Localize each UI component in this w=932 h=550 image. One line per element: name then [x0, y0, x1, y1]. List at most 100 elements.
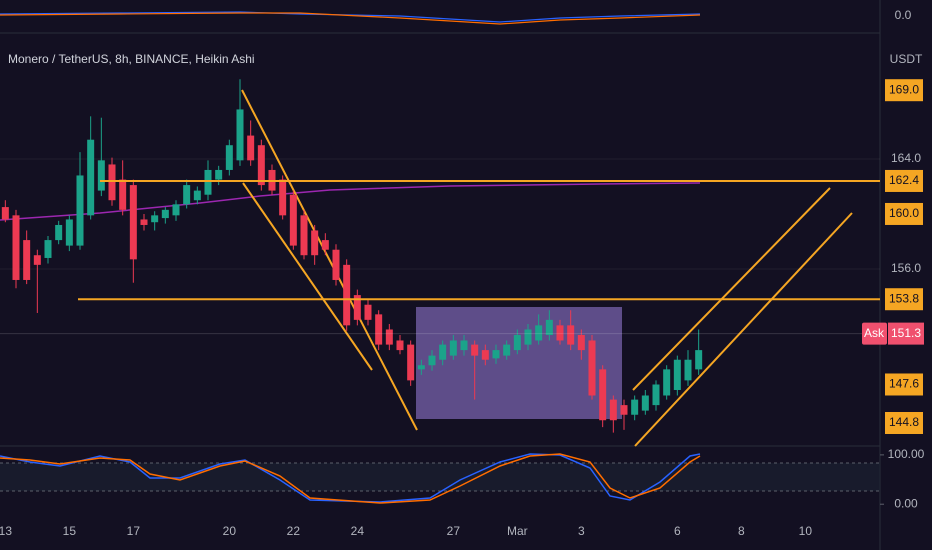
trend-line	[632, 187, 831, 391]
candle-body	[140, 219, 148, 225]
candle-body	[620, 405, 628, 415]
candle-body	[23, 240, 31, 280]
candle-body	[353, 295, 361, 320]
candle-body	[641, 395, 649, 411]
candle-body	[247, 135, 255, 161]
candle-body	[183, 185, 191, 205]
x-tick-label: 22	[287, 524, 301, 538]
candle-body	[535, 325, 543, 341]
price-label: 169.0	[889, 82, 919, 96]
x-tick-label: Mar	[507, 524, 528, 538]
x-tick-label: 27	[447, 524, 461, 538]
top-indicator-line	[0, 11, 701, 23]
range-box	[416, 307, 622, 419]
candle-body	[65, 219, 73, 246]
candle-body	[428, 355, 436, 366]
candle-body	[12, 215, 20, 280]
candle-body	[631, 399, 639, 415]
trend-line	[242, 182, 373, 371]
candle-body	[33, 255, 41, 265]
trend-line	[241, 89, 418, 431]
currency-label: USDT	[890, 52, 923, 66]
x-tick-label: 24	[351, 524, 365, 538]
candle-body	[76, 175, 84, 246]
ask-name: Ask	[864, 326, 885, 340]
oscillator-tick-label: 0.00	[894, 496, 918, 510]
oscillator-band	[0, 463, 880, 491]
candle-body	[524, 329, 532, 345]
candle-body	[460, 340, 468, 351]
candle-body	[172, 204, 180, 216]
candle-body	[588, 340, 596, 396]
candle-body	[684, 359, 692, 381]
candle-body	[161, 209, 169, 219]
x-tick-label: 20	[223, 524, 237, 538]
candle-body	[193, 190, 201, 201]
trend-line	[634, 212, 853, 447]
candle-body	[289, 194, 297, 246]
price-label: 147.6	[889, 377, 919, 391]
oscillator-tick-label: 100.00	[888, 447, 925, 461]
price-label: 153.8	[889, 291, 919, 305]
candle-body	[364, 304, 372, 320]
candle-body	[439, 344, 447, 360]
trend-lines	[241, 89, 853, 447]
candle-body	[55, 224, 63, 241]
candle-body	[417, 365, 425, 370]
price-label-box	[885, 202, 923, 225]
top-indicator-line	[0, 12, 701, 25]
ask-price-box	[888, 322, 924, 345]
y-tick-label: 156.0	[891, 261, 921, 275]
price-label: 162.4	[889, 173, 919, 187]
candle-body	[87, 139, 95, 216]
candle-body	[215, 169, 223, 180]
candle-body	[300, 215, 308, 256]
oscillator-d-line	[0, 453, 701, 504]
x-tick-label: 3	[578, 524, 585, 538]
price-label-box	[885, 79, 923, 102]
x-tick-label: 6	[674, 524, 681, 538]
price-label-box	[885, 373, 923, 396]
x-tick-label: 8	[738, 524, 745, 538]
ask-price: 151.3	[891, 326, 921, 340]
candle-body	[481, 350, 489, 360]
candle-body	[492, 350, 500, 359]
candle-body	[236, 109, 244, 161]
candle-body	[44, 240, 52, 258]
y-tick-label: 164.0	[891, 151, 921, 165]
candle-body	[279, 179, 287, 216]
candle-body	[321, 240, 329, 250]
candle-body	[119, 179, 127, 210]
candle-body	[663, 369, 671, 396]
x-tick-label: 13	[0, 524, 12, 538]
x-tick-label: 10	[799, 524, 813, 538]
candle-body	[396, 340, 404, 351]
candle-body	[556, 325, 564, 341]
candle-body	[108, 164, 116, 201]
volume-axis-label: 0.0	[895, 8, 912, 22]
candle-body	[343, 264, 351, 326]
price-label: 144.8	[889, 415, 919, 429]
candle-body	[225, 145, 233, 170]
candle-body	[151, 215, 159, 223]
candle-body	[1, 207, 9, 220]
candle-body	[385, 329, 393, 345]
candle-body	[407, 344, 415, 381]
price-label-box	[885, 411, 923, 434]
candle-body	[311, 230, 319, 256]
candle-body	[513, 334, 521, 351]
candle-body	[577, 334, 585, 351]
price-label-box	[885, 288, 923, 311]
candle-body	[375, 314, 383, 345]
candle-body	[129, 185, 137, 260]
candle-body	[204, 169, 212, 195]
price-label: 160.0	[889, 206, 919, 220]
ask-name-box	[862, 322, 887, 345]
price-label-box	[885, 169, 923, 192]
candle-body	[652, 384, 660, 406]
candle-body	[545, 319, 553, 335]
candle-body	[332, 249, 340, 280]
